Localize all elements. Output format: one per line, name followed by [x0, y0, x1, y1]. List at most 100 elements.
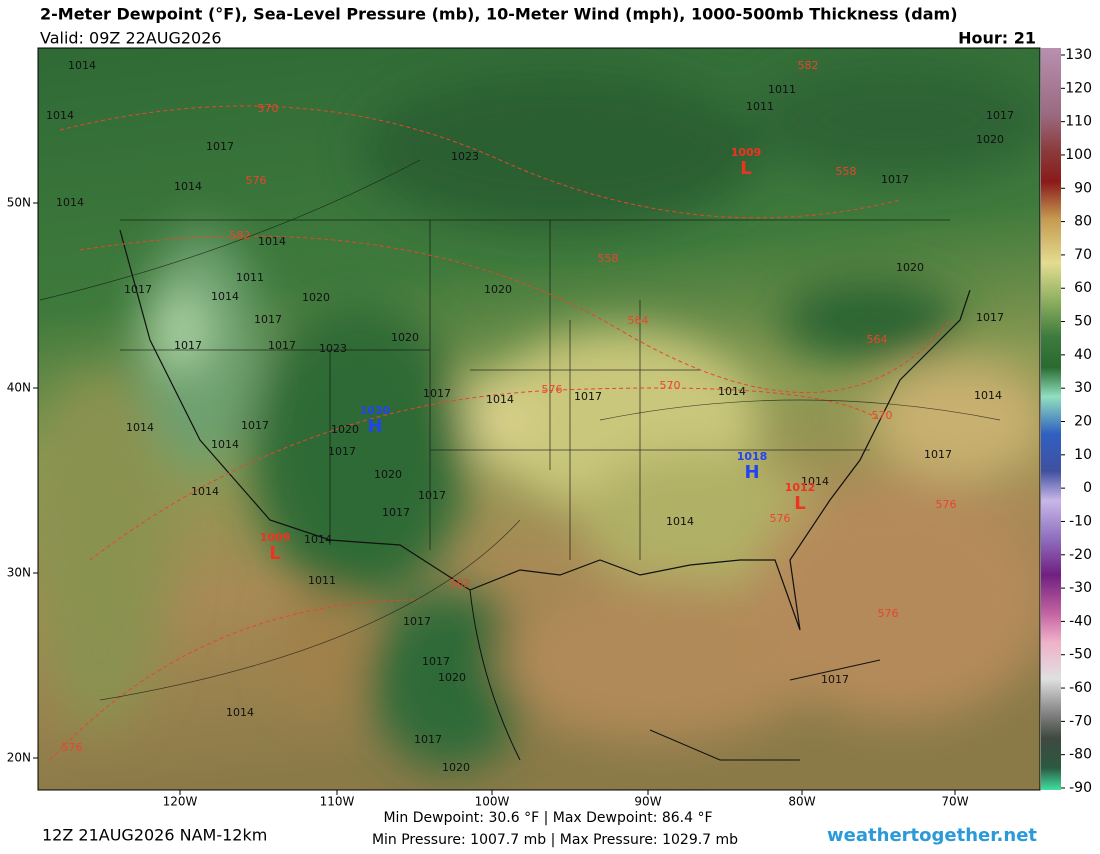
- colorbar-label: 70: [1074, 247, 1092, 263]
- pressure-center-value: 1009: [731, 146, 762, 159]
- pressure-center-value: 1012: [785, 481, 816, 494]
- thickness-label: 564: [628, 314, 649, 327]
- x-label: 110W: [320, 795, 355, 809]
- isobar-label: 1011: [308, 574, 336, 587]
- colorbar-label: -50: [1069, 647, 1092, 663]
- thickness-label: 558: [836, 165, 857, 178]
- isobar-label: 1017: [268, 339, 296, 352]
- forecast-hour: Hour: 21: [958, 29, 1036, 48]
- isobar-label: 1020: [374, 468, 402, 481]
- y-label: 30N: [7, 566, 31, 580]
- model-run: 12Z 21AUG2026 NAM-12km: [42, 826, 267, 845]
- x-label: 80W: [788, 795, 815, 809]
- isobar-label: 1014: [68, 59, 96, 72]
- isobar-label: 1020: [438, 671, 466, 684]
- isobar-label: 1014: [486, 393, 514, 406]
- pressure-center-symbol: L: [794, 493, 805, 514]
- pressure-center-symbol: H: [744, 462, 759, 483]
- isobar-label: 1017: [124, 283, 152, 296]
- isobar-label: 1020: [484, 283, 512, 296]
- thickness-label: 582: [230, 229, 251, 242]
- isobar-label: 1017: [821, 673, 849, 686]
- x-label: 120W: [163, 795, 198, 809]
- pressure-center-symbol: L: [269, 543, 280, 564]
- thickness-label: 558: [598, 252, 619, 265]
- colorbar-label: 60: [1074, 280, 1092, 296]
- y-label: 40N: [7, 381, 31, 395]
- isobar-label: 1017: [976, 311, 1004, 324]
- pressure-center-symbol: L: [740, 158, 751, 179]
- site-name: weathertogether.net: [827, 825, 1037, 846]
- thickness-label: 576: [936, 498, 957, 511]
- isobar-label: 1017: [881, 173, 909, 186]
- isobar-label: 1017: [418, 489, 446, 502]
- isobar-label: 1014: [801, 475, 829, 488]
- thickness-label: 570: [872, 409, 893, 422]
- colorbar-label: -30: [1069, 580, 1092, 596]
- isobar-label: 1014: [718, 385, 746, 398]
- pressure-center-value: 1009: [260, 531, 291, 544]
- colorbar-label: 100: [1065, 147, 1092, 163]
- x-label: 90W: [634, 795, 661, 809]
- isobar-label: 1014: [974, 389, 1002, 402]
- isobar-label: 1014: [304, 533, 332, 546]
- isobar-label: 1014: [46, 109, 74, 122]
- colorbar-label: 80: [1074, 214, 1092, 230]
- colorbar-label: 20: [1074, 414, 1092, 430]
- isobar-label: 1014: [211, 438, 239, 451]
- isobar-label: 1017: [574, 390, 602, 403]
- isobar-label: 1017: [328, 445, 356, 458]
- isobar-label: 1011: [236, 271, 264, 284]
- isobar-label: 1014: [126, 421, 154, 434]
- isobar-label: 1017: [403, 615, 431, 628]
- colorbar-label: 10: [1074, 447, 1092, 463]
- colorbar-label: 0: [1083, 480, 1092, 496]
- isobar-label: 1017: [423, 387, 451, 400]
- dewpoint-range: Min Dewpoint: 30.6 °F | Max Dewpoint: 86…: [383, 810, 712, 826]
- thickness-label: 582: [450, 577, 471, 590]
- colorbar-label: 120: [1065, 80, 1092, 96]
- pressure-center-symbol: H: [367, 416, 382, 437]
- colorbar-label: -80: [1069, 747, 1092, 763]
- isobar-label: 1017: [414, 733, 442, 746]
- isobar-label: 1020: [442, 761, 470, 774]
- isobar-label: 1014: [666, 515, 694, 528]
- colorbar-label: -70: [1069, 713, 1092, 729]
- isobar-label: 1014: [191, 485, 219, 498]
- thickness-label: 576: [770, 512, 791, 525]
- x-label: 100W: [475, 795, 510, 809]
- thickness-label: 576: [542, 383, 563, 396]
- isobar-label: 1023: [451, 150, 479, 163]
- isobar-label: 1020: [302, 291, 330, 304]
- isobar-label: 1017: [924, 448, 952, 461]
- colorbar-label: 40: [1074, 347, 1092, 363]
- colorbar-label: 90: [1074, 180, 1092, 196]
- thickness-label: 570: [258, 102, 279, 115]
- colorbar-label: 130: [1065, 47, 1092, 63]
- title: 2-Meter Dewpoint (°F), Sea-Level Pressur…: [40, 5, 958, 24]
- colorbar: [1041, 48, 1061, 790]
- colorbar-label: -90: [1069, 780, 1092, 796]
- isobar-label: 1020: [331, 423, 359, 436]
- thickness-label: 564: [867, 333, 888, 346]
- colorbar-label: 50: [1074, 314, 1092, 330]
- isobar-label: 1017: [382, 506, 410, 519]
- map: [38, 48, 1040, 790]
- colorbar-label: 110: [1065, 114, 1092, 130]
- isobar-label: 1020: [896, 261, 924, 274]
- map-frame: [37, 47, 1041, 791]
- pressure-range: Min Pressure: 1007.7 mb | Max Pressure: …: [372, 832, 738, 848]
- colorbar-label: -20: [1069, 547, 1092, 563]
- isobar-label: 1014: [174, 180, 202, 193]
- thickness-label: 582: [798, 59, 819, 72]
- isobar-label: 1020: [976, 133, 1004, 146]
- pressure-center-value: 1018: [737, 450, 768, 463]
- isobar-label: 1011: [768, 83, 796, 96]
- y-label: 20N: [7, 751, 31, 765]
- isobar-label: 1017: [206, 140, 234, 153]
- valid-time: Valid: 09Z 22AUG2026: [40, 29, 222, 48]
- colorbar-label: 30: [1074, 380, 1092, 396]
- x-label: 70W: [941, 795, 968, 809]
- colorbar-label: -60: [1069, 680, 1092, 696]
